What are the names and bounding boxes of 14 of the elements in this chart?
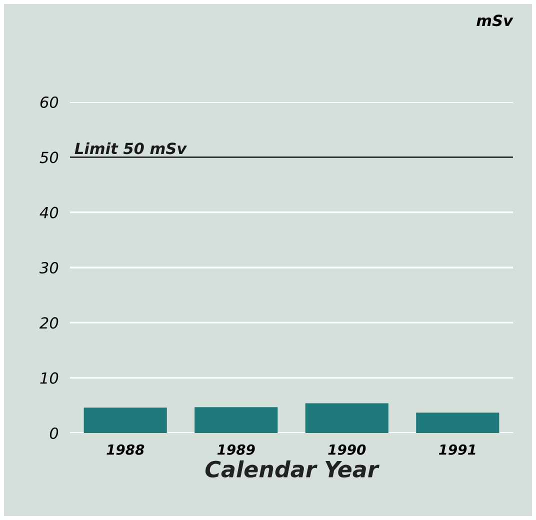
y-tick-label: 0 [50,427,58,440]
y-tick-label: 50 [40,152,58,164]
y-tick-label: 60 [40,96,58,108]
y-axis-title: mSv [476,14,514,26]
y-tick-label: 20 [40,317,58,329]
x-tick-label: 1991 [438,444,476,455]
y-tick-label: 30 [39,262,58,274]
y-tick-label: 40 [40,206,58,218]
x-tick-label: 1988 [106,444,144,455]
ref-line-label: Limit 50 mSv [74,142,188,154]
y-tick-label: 10 [40,372,58,384]
x-tick-label: 1989 [217,444,255,455]
x-axis-title: Calendar Year [205,460,380,478]
x-tick-label: 1990 [328,444,366,455]
